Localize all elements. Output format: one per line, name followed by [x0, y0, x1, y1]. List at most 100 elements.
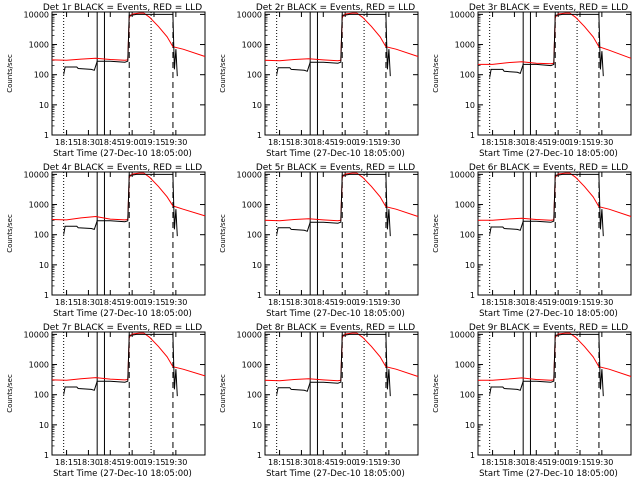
y-tick-label: 10: [252, 101, 262, 110]
x-tick-label: 18:15: [55, 298, 78, 307]
chart-svg: Det 7r BLACK = Events, RED = LLD 1 10 100 10…: [6, 323, 206, 479]
y-tick-label: 10000: [24, 330, 49, 339]
x-tick-label: 18:45: [99, 458, 122, 467]
chart-svg: Det 6r BLACK = Events, RED = LLD 1 10 100 10…: [432, 163, 632, 319]
y-tick-label: 100: [247, 231, 262, 240]
y-tick-label: 1000: [242, 361, 262, 370]
x-tick-label: 18:30: [503, 138, 526, 147]
x-tick-label: 19:15: [142, 458, 165, 467]
chart-svg: Det 9r BLACK = Events, RED = LLD 1 10 100 10…: [432, 323, 632, 479]
y-tick-label: 1: [44, 451, 49, 460]
detector-chart-panel: Det 9r BLACK = Events, RED = LLD 1 10 100 10…: [426, 320, 639, 480]
y-tick-label: 10: [252, 261, 262, 270]
chart-svg: Det 5r BLACK = Events, RED = LLD 1 10 100 10…: [219, 163, 419, 319]
plot-frame: [51, 331, 206, 456]
y-tick-label: 1: [44, 131, 49, 140]
detector-chart-panel: Det 5r BLACK = Events, RED = LLD 1 10 100 10…: [213, 160, 426, 320]
x-tick-label: 19:00: [334, 298, 357, 307]
x-axis-label: Start Time (27-Dec-10 18:05:00): [53, 149, 192, 159]
plot-frame: [264, 171, 419, 296]
y-axis-label: Counts/sec: [219, 374, 227, 413]
detector-chart-panel: Det 2r BLACK = Events, RED = LLD 1 10 100 10…: [213, 0, 426, 160]
chart-svg: Det 2r BLACK = Events, RED = LLD 1 10 100 10…: [219, 3, 419, 159]
x-tick-label: 18:15: [268, 298, 291, 307]
x-axis-label: Start Time (27-Dec-10 18:05:00): [266, 309, 405, 319]
x-axis-label: Start Time (27-Dec-10 18:05:00): [53, 309, 192, 319]
y-tick-label: 100: [34, 231, 49, 240]
detector-chart-panel: Det 3r BLACK = Events, RED = LLD 1 10 100 10…: [426, 0, 639, 160]
x-tick-label: 18:45: [99, 138, 122, 147]
y-tick-label: 1000: [455, 361, 475, 370]
x-tick-label: 18:45: [312, 138, 335, 147]
y-tick-label: 1000: [242, 201, 262, 210]
lld-series-line: [264, 332, 419, 382]
x-tick-label: 19:15: [355, 138, 378, 147]
x-tick-label: 19:15: [568, 298, 591, 307]
y-tick-label: 1000: [455, 41, 475, 50]
x-tick-label: 19:15: [355, 298, 378, 307]
chart-title: Det 9r BLACK = Events, RED = LLD: [469, 323, 628, 333]
y-tick-label: 10: [39, 261, 49, 270]
y-axis-label: Counts/sec: [432, 374, 440, 413]
events-series-line: [63, 13, 178, 77]
y-tick-label: 1: [257, 131, 262, 140]
plot-frame: [264, 11, 419, 136]
events-series-line: [276, 333, 391, 397]
x-tick-label: 18:30: [77, 298, 100, 307]
chart-title: Det 6r BLACK = Events, RED = LLD: [469, 163, 628, 173]
detector-chart-panel: Det 8r BLACK = Events, RED = LLD 1 10 100 10…: [213, 320, 426, 480]
plot-frame: [51, 171, 206, 296]
y-tick-label: 100: [247, 391, 262, 400]
x-tick-label: 19:30: [590, 458, 613, 467]
y-tick-label: 1: [470, 131, 475, 140]
y-tick-label: 100: [34, 391, 49, 400]
chart-title: Det 7r BLACK = Events, RED = LLD: [43, 323, 202, 333]
y-tick-label: 1000: [29, 201, 49, 210]
y-tick-label: 10: [39, 101, 49, 110]
x-tick-label: 18:15: [268, 458, 291, 467]
y-tick-label: 10000: [450, 170, 475, 179]
x-tick-label: 18:15: [481, 298, 504, 307]
x-tick-label: 18:15: [55, 138, 78, 147]
lld-series-line: [478, 12, 632, 65]
events-series-line: [276, 13, 391, 77]
y-tick-label: 10: [465, 421, 475, 430]
x-tick-label: 18:15: [481, 458, 504, 467]
y-tick-label: 10: [465, 101, 475, 110]
x-axis-label: Start Time (27-Dec-10 18:05:00): [479, 309, 618, 319]
y-axis-label: Counts/sec: [219, 214, 227, 253]
x-tick-label: 19:30: [164, 138, 187, 147]
y-tick-label: 1: [257, 291, 262, 300]
chart-title: Det 3r BLACK = Events, RED = LLD: [469, 3, 628, 13]
lld-series-line: [51, 12, 206, 61]
detector-chart-panel: Det 1r BLACK = Events, RED = LLD 1 10 100 10…: [0, 0, 213, 160]
x-axis-label: Start Time (27-Dec-10 18:05:00): [266, 149, 405, 159]
x-tick-label: 18:45: [525, 458, 548, 467]
y-tick-label: 1000: [242, 41, 262, 50]
x-tick-label: 18:15: [55, 458, 78, 467]
chart-title: Det 4r BLACK = Events, RED = LLD: [43, 163, 202, 173]
plot-frame: [264, 331, 419, 456]
chart-title: Det 1r BLACK = Events, RED = LLD: [43, 3, 202, 13]
lld-series-line: [264, 172, 419, 222]
y-tick-label: 1: [470, 451, 475, 460]
y-tick-label: 100: [460, 71, 475, 80]
events-series-line: [489, 173, 604, 237]
y-tick-label: 10000: [237, 330, 262, 339]
lld-series-line: [51, 332, 206, 381]
y-tick-label: 1000: [29, 41, 49, 50]
y-tick-label: 10: [465, 261, 475, 270]
events-series-line: [63, 173, 178, 237]
events-series-line: [489, 13, 604, 78]
x-tick-label: 19:00: [121, 298, 144, 307]
y-tick-label: 1: [470, 291, 475, 300]
plot-frame: [477, 331, 632, 456]
x-tick-label: 19:30: [590, 298, 613, 307]
x-tick-label: 19:00: [547, 138, 570, 147]
chart-title: Det 5r BLACK = Events, RED = LLD: [256, 163, 415, 173]
y-tick-label: 10000: [237, 170, 262, 179]
x-axis-label: Start Time (27-Dec-10 18:05:00): [53, 469, 192, 479]
x-tick-label: 18:30: [77, 458, 100, 467]
events-series-line: [489, 333, 604, 397]
lld-series-line: [478, 332, 632, 381]
